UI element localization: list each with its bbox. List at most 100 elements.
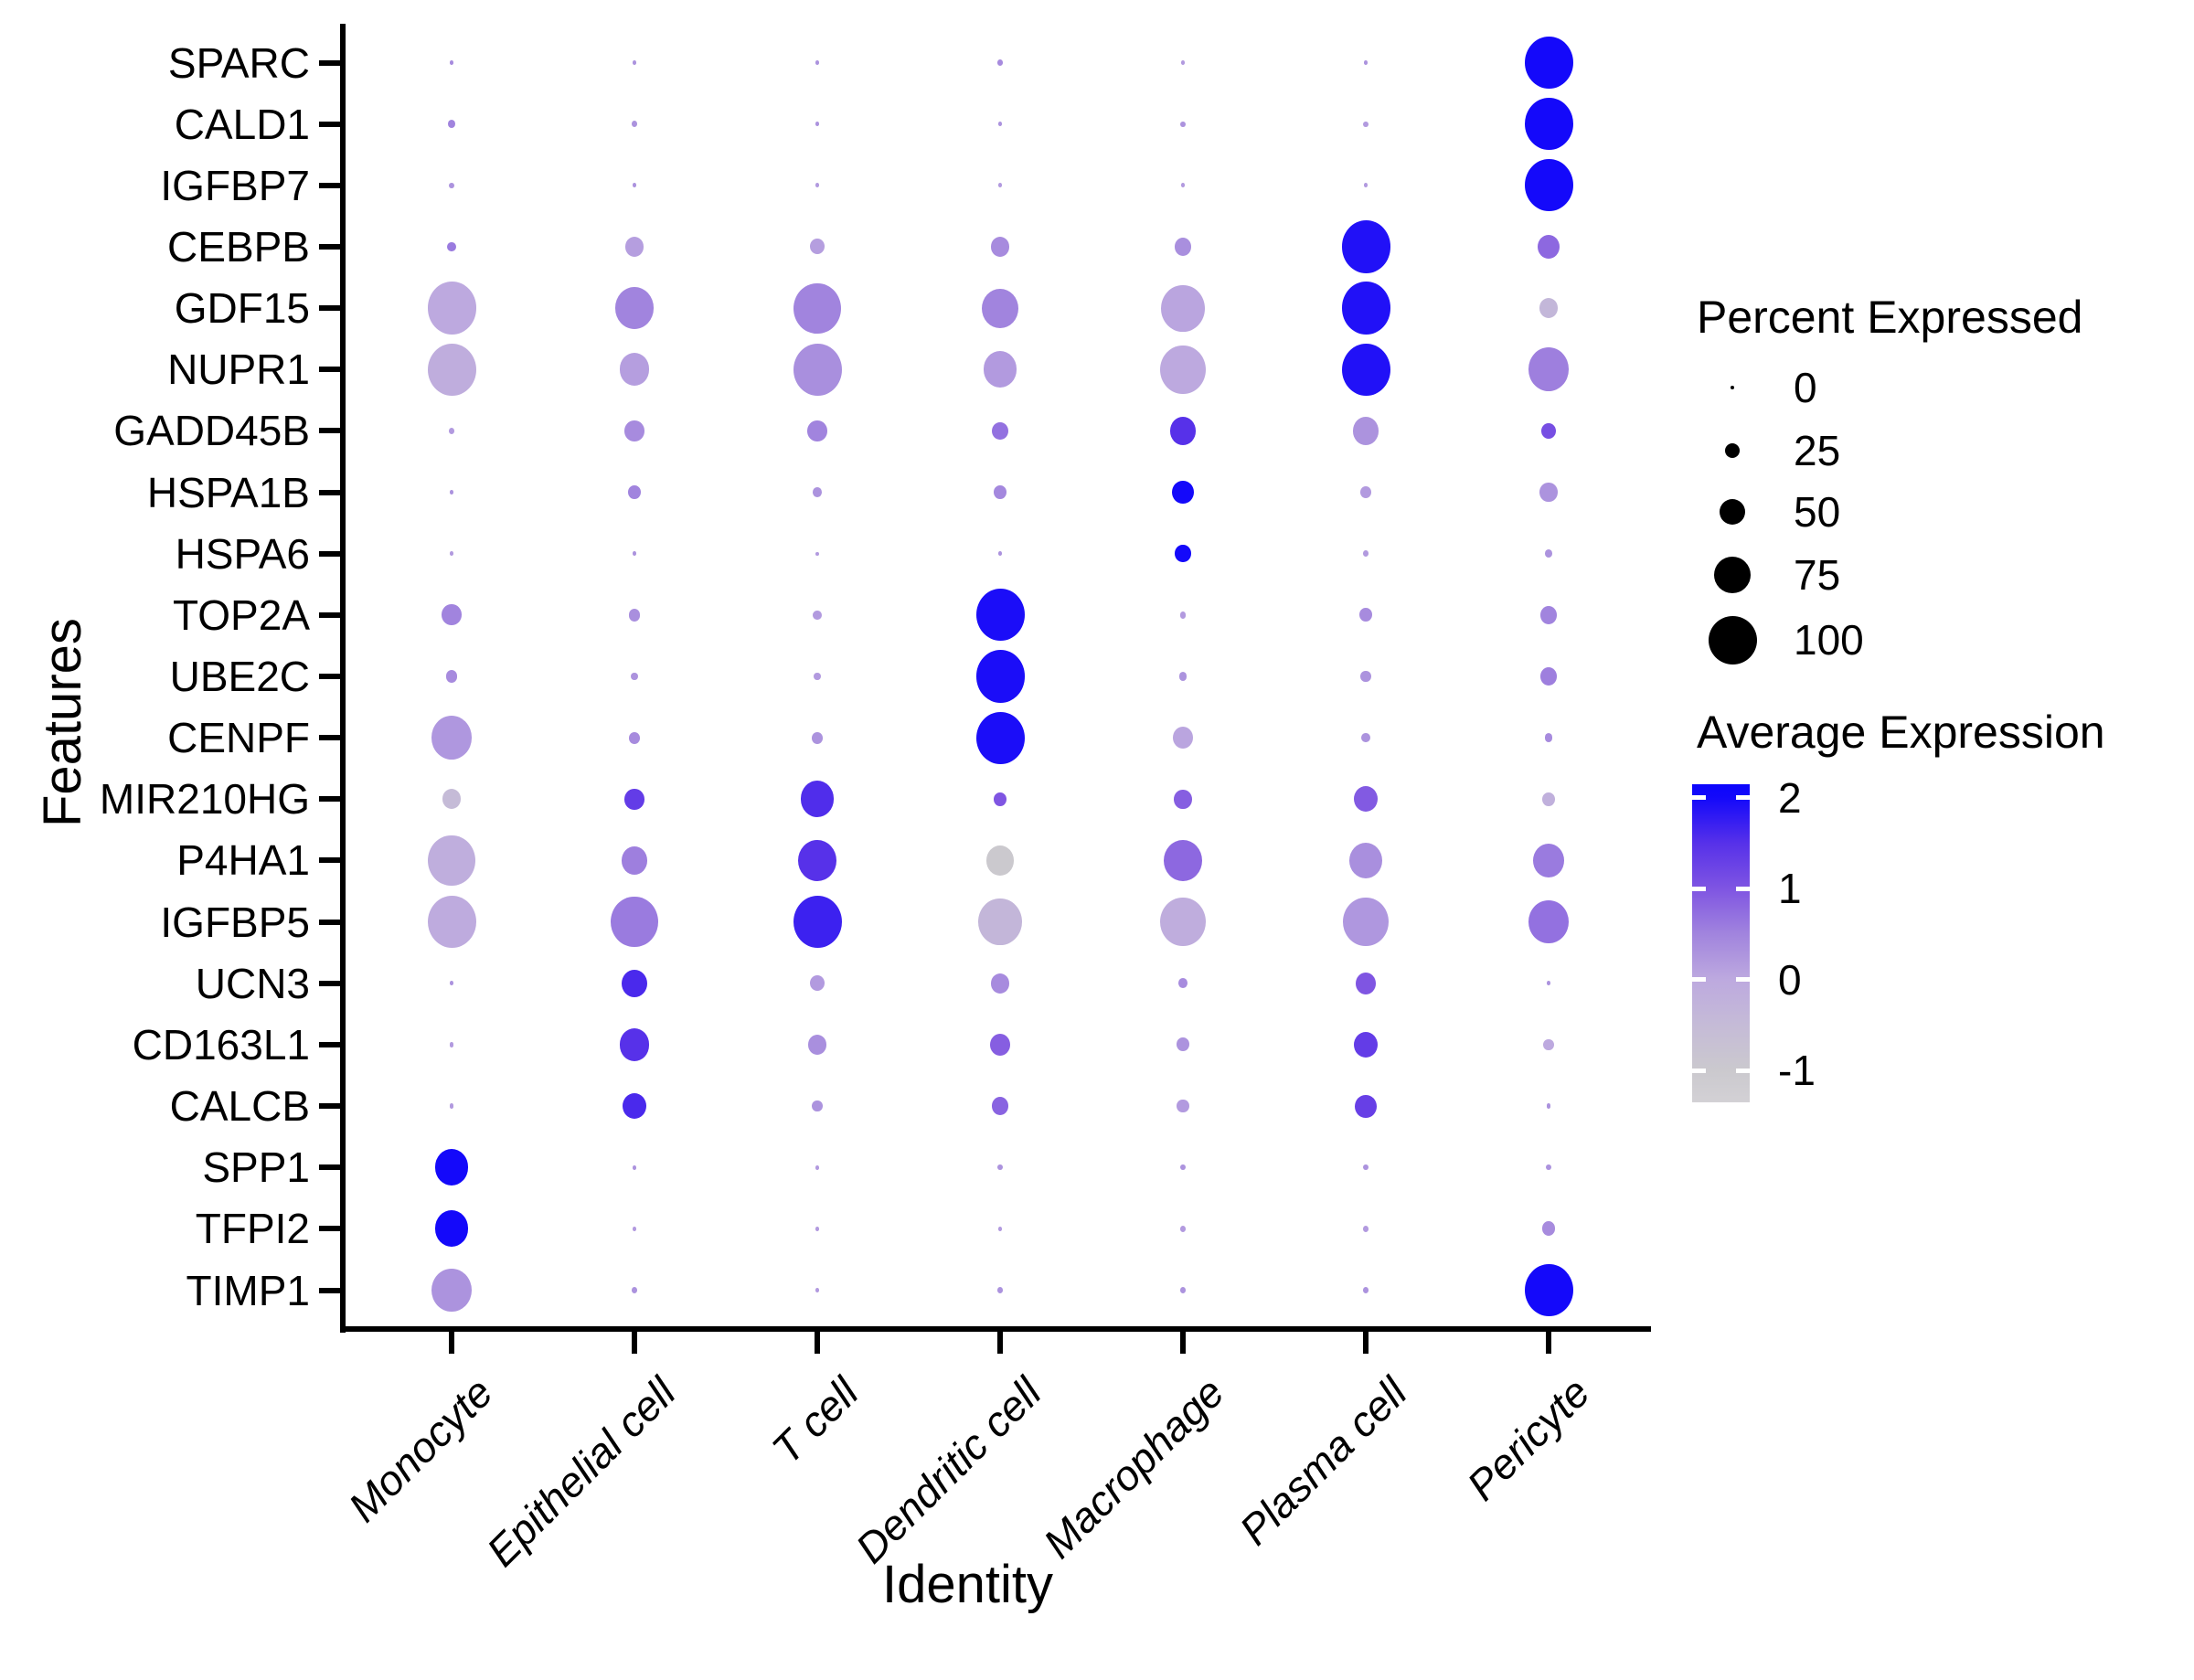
size-legend-dot-50 xyxy=(1719,498,1746,526)
y-tick-label-SPP1: SPP1 xyxy=(202,1143,310,1192)
dot-TIMP1-Monocyte xyxy=(431,1268,473,1313)
size-legend-title: Percent Expressed xyxy=(1697,292,2083,343)
dot-CALCB-T-cell xyxy=(812,1100,823,1112)
dot-CALD1-Pericyte xyxy=(1524,98,1573,151)
dot-TFPI2-Monocyte xyxy=(434,1210,469,1248)
x-tick-T-cell xyxy=(815,1332,820,1354)
y-tick-label-SPARC: SPARC xyxy=(167,38,310,87)
dot-GDF15-T-cell xyxy=(793,282,841,334)
y-tick-label-IGFBP5: IGFBP5 xyxy=(160,898,310,946)
dot-TIMP1-T-cell xyxy=(815,1287,820,1293)
dot-CEBPB-Dendritic-cell xyxy=(990,237,1010,257)
dot-SPP1-Monocyte xyxy=(434,1149,469,1186)
dot-CD163L1-Dendritic-cell xyxy=(989,1033,1011,1056)
dot-IGFBP5-Macrophage xyxy=(1160,898,1206,947)
y-tick-SPARC xyxy=(319,59,340,66)
dot-HSPA6-Plasma-cell xyxy=(1363,550,1369,557)
dot-SPARC-Dendritic-cell xyxy=(997,59,1003,66)
size-legend-dot-100 xyxy=(1708,615,1757,665)
dot-CALCB-Plasma-cell xyxy=(1355,1094,1377,1118)
size-legend-label-75: 75 xyxy=(1794,551,1841,599)
y-tick-UBE2C xyxy=(319,674,340,679)
size-legend-label-50: 50 xyxy=(1794,488,1841,536)
dot-CALD1-Dendritic-cell xyxy=(997,121,1003,127)
dot-IGFBP7-Monocyte xyxy=(449,182,454,188)
y-tick-label-CD163L1: CD163L1 xyxy=(132,1020,310,1069)
dot-HSPA6-T-cell xyxy=(815,551,819,556)
dot-GDF15-Monocyte xyxy=(427,282,476,335)
dot-CD163L1-Plasma-cell xyxy=(1353,1031,1379,1058)
dot-TFPI2-Pericyte xyxy=(1541,1221,1556,1237)
dot-UBE2C-Dendritic-cell xyxy=(975,650,1025,703)
x-tick-Monocyte xyxy=(449,1332,454,1354)
dot-TFPI2-Plasma-cell xyxy=(1363,1226,1369,1232)
y-tick-label-CALD1: CALD1 xyxy=(174,100,310,148)
dot-GDF15-Plasma-cell xyxy=(1341,282,1390,335)
y-tick-label-HSPA1B: HSPA1B xyxy=(146,468,310,516)
dot-MIR210HG-Monocyte xyxy=(442,789,462,810)
y-axis-title: Features xyxy=(33,618,92,827)
size-legend-dot-25 xyxy=(1724,442,1741,459)
dot-NUPR1-T-cell xyxy=(793,343,842,396)
dot-TIMP1-Macrophage xyxy=(1179,1286,1187,1294)
y-tick-GDF15 xyxy=(319,305,340,312)
dot-NUPR1-Plasma-cell xyxy=(1341,343,1390,396)
dot-CD163L1-Pericyte xyxy=(1543,1038,1554,1051)
dot-CALCB-Epithelial-cell xyxy=(622,1092,647,1120)
y-tick-P4HA1 xyxy=(319,857,340,864)
dot-MIR210HG-Plasma-cell xyxy=(1353,786,1379,813)
dot-HSPA1B-Macrophage xyxy=(1172,481,1194,505)
y-tick-GADD45B xyxy=(319,428,340,434)
x-tick-Plasma-cell xyxy=(1363,1332,1369,1354)
dot-GDF15-Macrophage xyxy=(1161,284,1205,332)
dot-UCN3-Epithelial-cell xyxy=(621,969,647,997)
y-tick-TOP2A xyxy=(319,611,340,618)
y-tick-label-CENPF: CENPF xyxy=(167,714,310,762)
dot-IGFBP7-Epithelial-cell xyxy=(632,183,637,188)
y-tick-label-MIR210HG: MIR210HG xyxy=(99,775,310,824)
dot-CENPF-T-cell xyxy=(812,731,823,744)
dot-IGFBP5-Monocyte xyxy=(427,895,476,949)
size-legend-label-100: 100 xyxy=(1794,616,1864,664)
dot-HSPA1B-Plasma-cell xyxy=(1360,486,1371,498)
dot-SPP1-Macrophage xyxy=(1180,1164,1186,1171)
dot-CEBPB-Epithelial-cell xyxy=(624,237,644,257)
dot-CALCB-Pericyte xyxy=(1546,1103,1551,1109)
y-tick-UCN3 xyxy=(319,980,340,986)
colorbar-gradient xyxy=(1692,784,1750,1102)
dot-CENPF-Epithelial-cell xyxy=(629,731,640,744)
dot-CALCB-Macrophage xyxy=(1177,1099,1189,1113)
colorbar-notch-right--1 xyxy=(1736,1068,1750,1073)
x-tick-Pericyte xyxy=(1546,1332,1551,1354)
size-legend-label-0: 0 xyxy=(1794,364,1817,411)
dot-MIR210HG-Dendritic-cell xyxy=(994,792,1006,806)
dot-HSPA6-Epithelial-cell xyxy=(632,551,637,557)
dot-SPP1-Epithelial-cell xyxy=(632,1164,637,1170)
colorbar-label-1: 1 xyxy=(1778,865,1802,913)
dot-MIR210HG-Epithelial-cell xyxy=(624,788,644,810)
x-tick-Macrophage xyxy=(1180,1332,1186,1354)
dot-CALD1-Macrophage xyxy=(1180,121,1186,127)
dot-UCN3-Macrophage xyxy=(1178,978,1188,989)
dot-SPP1-Pericyte xyxy=(1546,1164,1551,1171)
y-tick-label-TIMP1: TIMP1 xyxy=(186,1266,310,1314)
dot-HSPA1B-Monocyte xyxy=(449,489,454,495)
dot-SPARC-T-cell xyxy=(815,59,820,66)
size-legend-dot-75 xyxy=(1713,556,1752,594)
dot-CALD1-Monocyte xyxy=(447,119,456,129)
dot-IGFBP7-Pericyte xyxy=(1524,159,1573,212)
dot-HSPA1B-Pericyte xyxy=(1539,483,1558,502)
y-axis-line xyxy=(340,24,346,1333)
dot-TOP2A-T-cell xyxy=(813,610,822,621)
y-tick-CALCB xyxy=(319,1103,340,1110)
dot-UBE2C-Epithelial-cell xyxy=(631,672,638,681)
y-tick-label-P4HA1: P4HA1 xyxy=(176,836,310,885)
dot-TOP2A-Epithelial-cell xyxy=(628,608,641,622)
dot-SPARC-Plasma-cell xyxy=(1363,59,1369,66)
dot-CALCB-Monocyte xyxy=(449,1103,454,1109)
dot-TFPI2-T-cell xyxy=(815,1227,819,1231)
dot-CEBPB-Pericyte xyxy=(1537,234,1560,259)
dot-CALD1-T-cell xyxy=(815,121,820,127)
dot-NUPR1-Dendritic-cell xyxy=(983,351,1017,388)
dot-CENPF-Monocyte xyxy=(431,716,473,760)
